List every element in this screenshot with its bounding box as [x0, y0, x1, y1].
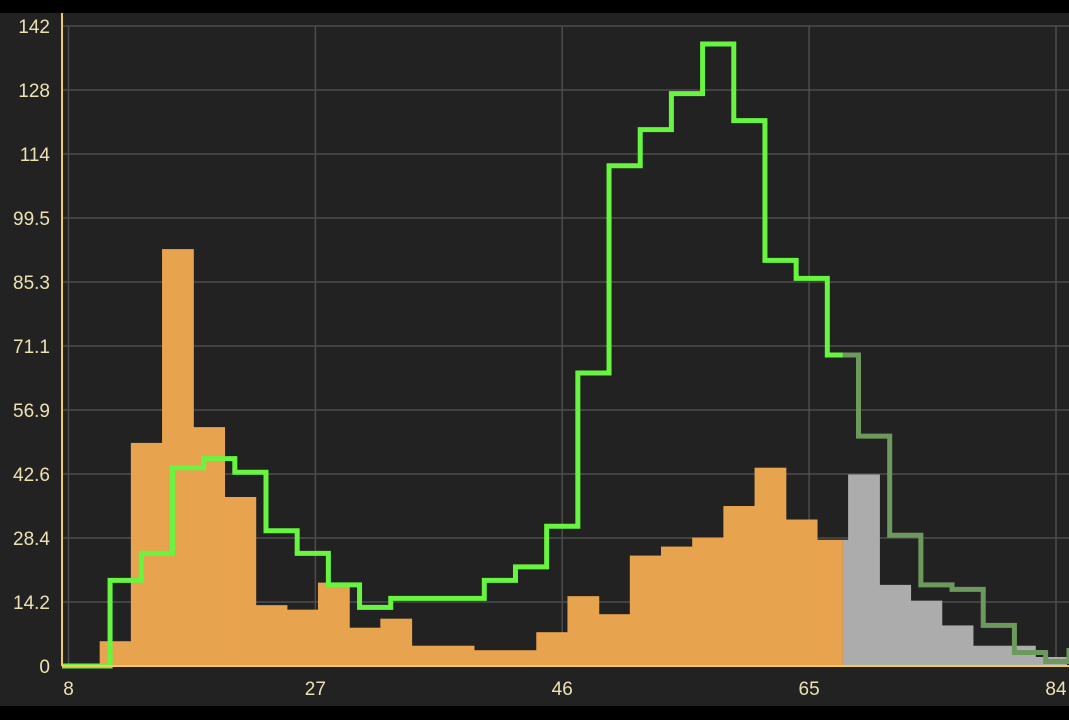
- y-tick-label: 128: [18, 81, 50, 102]
- histogram-bar: [536, 632, 569, 666]
- histogram-bar: [255, 605, 288, 666]
- step-line-beyond: [842, 352, 1069, 664]
- histogram-bar: [567, 596, 600, 666]
- histogram-bar: [598, 614, 631, 666]
- histogram-bar: [785, 519, 818, 666]
- histogram-bar: [193, 427, 226, 666]
- y-tick-label: 85.3: [13, 273, 50, 294]
- y-tick-label: 28.4: [13, 529, 50, 550]
- histogram-bar: [848, 474, 880, 666]
- histogram-bar: [349, 627, 381, 666]
- x-tick-label: 84: [1045, 679, 1067, 700]
- histogram-bar: [816, 539, 843, 666]
- y-tick-label: 142: [18, 17, 50, 38]
- tick-labels: 0 14.2 28.4 42.6 56.9 71.1 85.3 99.5 114 128 142 8 2…: [13, 17, 1067, 700]
- histogram-bar: [162, 249, 194, 667]
- histogram-bar: [505, 650, 537, 666]
- histogram-bar: [842, 539, 849, 666]
- chart-canvas: 0 14.2 28.4 42.6 56.9 71.1 85.3 99.5 114 128 142 8 2…: [13, 13, 1069, 700]
- x-tick-label: 8: [63, 679, 74, 700]
- histogram-bar: [754, 467, 787, 666]
- y-tick-label: 56.9: [13, 401, 50, 422]
- y-tick-label: 14.2: [13, 593, 50, 614]
- histogram-bar: [723, 506, 756, 666]
- bars-highlighted: [99, 249, 843, 667]
- bars: [99, 249, 1068, 667]
- histogram-chart: 0 14.2 28.4 42.6 56.9 71.1 85.3 99.5 114 128 142 8 2…: [0, 13, 1069, 706]
- x-tick-label: 65: [799, 679, 820, 700]
- histogram-bar: [224, 496, 257, 666]
- y-tick-label: 71.1: [13, 337, 50, 358]
- y-tick-label: 42.6: [13, 465, 50, 486]
- histogram-bar: [442, 645, 475, 666]
- histogram-bar: [99, 641, 132, 666]
- histogram-bar: [910, 600, 943, 666]
- y-tick-label: 0: [39, 657, 50, 678]
- y-tick-label: 99.5: [13, 209, 50, 230]
- step-line-highlighted: [62, 41, 843, 669]
- axes: [61, 13, 1069, 667]
- x-tick-label: 27: [305, 679, 326, 700]
- histogram-bar: [1004, 645, 1036, 666]
- step-line: [62, 41, 1069, 669]
- y-tick-label: 114: [20, 145, 51, 166]
- histogram-bar: [692, 537, 724, 666]
- histogram-bar: [411, 645, 444, 666]
- histogram-bar: [286, 609, 319, 666]
- x-tick-label: 46: [552, 679, 573, 700]
- histogram-bar: [629, 555, 662, 666]
- histogram-bar: [317, 582, 350, 666]
- histogram-bar: [972, 645, 1005, 666]
- histogram-bar: [661, 546, 693, 666]
- histogram-bar: [473, 650, 506, 666]
- histogram-bar: [380, 618, 413, 666]
- histogram-bar: [941, 625, 974, 666]
- histogram-bar: [879, 584, 912, 666]
- bars-beyond: [842, 474, 1068, 666]
